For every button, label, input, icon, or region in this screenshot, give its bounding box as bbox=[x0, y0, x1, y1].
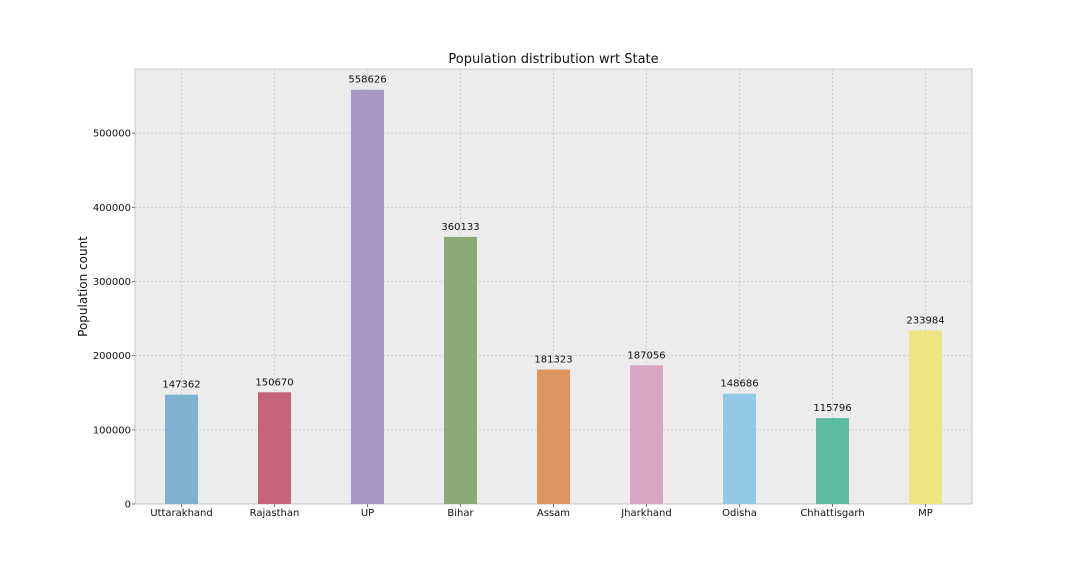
bar bbox=[630, 365, 663, 504]
y-tick-label: 0 bbox=[125, 500, 131, 511]
data-label: 187056 bbox=[627, 350, 665, 361]
chart-title: Population distribution wrt State bbox=[448, 52, 658, 67]
data-label: 181323 bbox=[534, 355, 572, 366]
x-tick-label: Rajasthan bbox=[250, 508, 300, 519]
bar bbox=[537, 369, 570, 504]
x-axis-ticks: Uttarakhand Rajasthan UP Bihar Assam Jharkhan… bbox=[150, 504, 933, 519]
data-label: 233984 bbox=[906, 315, 944, 326]
bar bbox=[351, 89, 384, 504]
data-label: 147362 bbox=[162, 380, 200, 391]
y-tick-label: 500000 bbox=[93, 129, 131, 140]
x-tick-label: Odisha bbox=[722, 508, 757, 519]
data-label: 148686 bbox=[720, 379, 758, 390]
x-tick-label: Bihar bbox=[447, 508, 474, 519]
bar bbox=[444, 236, 477, 505]
bar bbox=[165, 394, 198, 504]
x-tick-label: MP bbox=[918, 508, 933, 519]
x-tick-label: Chhattisgarh bbox=[800, 508, 864, 519]
y-axis-label: Population count bbox=[76, 236, 90, 337]
data-label: 360133 bbox=[441, 222, 479, 233]
data-label: 150670 bbox=[255, 377, 293, 388]
data-label: 558626 bbox=[348, 75, 386, 86]
x-tick-label: Uttarakhand bbox=[150, 508, 212, 519]
y-tick-label: 200000 bbox=[93, 351, 131, 362]
bars bbox=[165, 89, 942, 505]
x-tick-label: Assam bbox=[537, 508, 570, 519]
data-label: 115796 bbox=[813, 403, 851, 414]
y-tick-label: 400000 bbox=[93, 203, 131, 214]
y-axis-ticks: 0 100000 200000 300000 400000 500000 bbox=[93, 129, 135, 511]
bar bbox=[723, 393, 756, 504]
y-tick-label: 100000 bbox=[93, 425, 131, 436]
bar bbox=[816, 418, 849, 504]
x-tick-label: Jharkhand bbox=[620, 508, 671, 519]
y-tick-label: 300000 bbox=[93, 277, 131, 288]
bar bbox=[258, 392, 291, 504]
x-tick-label: UP bbox=[361, 508, 374, 519]
data-labels: 147362 150670 558626 360133 181323 187056 1486… bbox=[162, 75, 944, 414]
bar bbox=[909, 330, 942, 504]
